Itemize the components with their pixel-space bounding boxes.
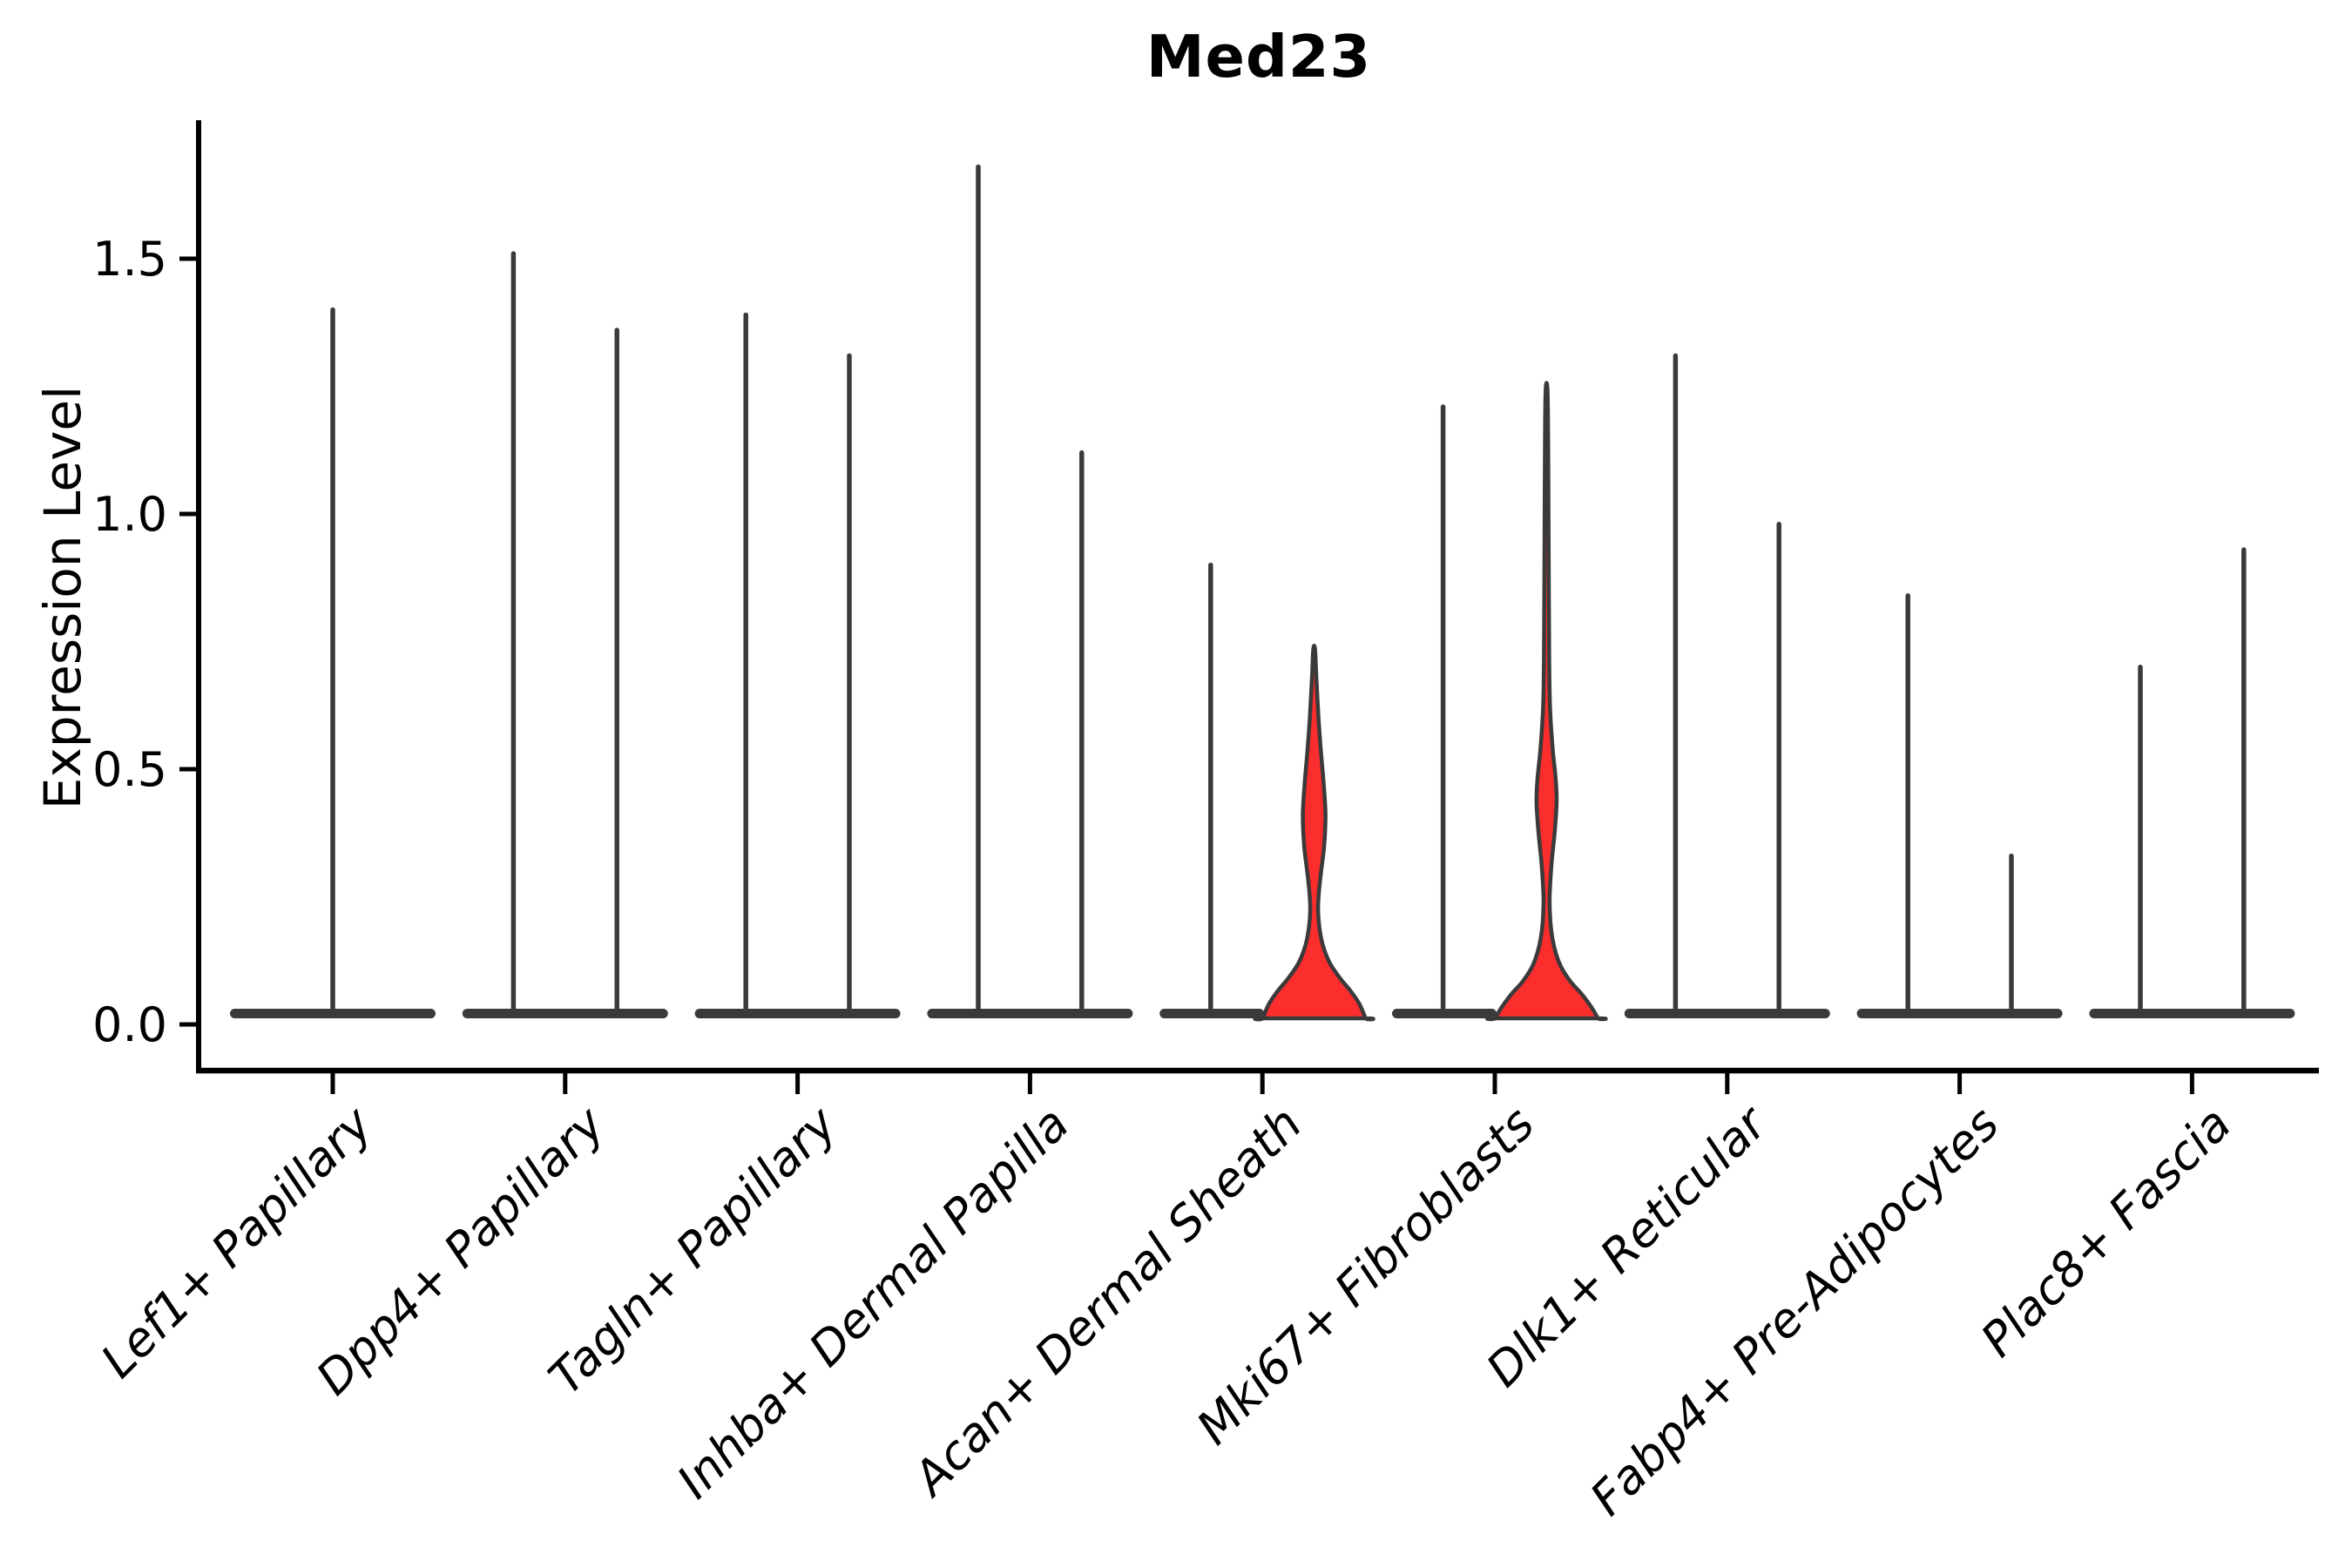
- y-tick-label: 1.0: [92, 487, 167, 542]
- y-tick-label: 1.5: [92, 232, 167, 287]
- y-tick-label: 0.0: [92, 997, 167, 1052]
- violin-base-1: [462, 1009, 668, 1018]
- violin-base-2: [694, 1009, 901, 1018]
- chart-title: Med23: [1146, 23, 1372, 91]
- violin-base-6: [1624, 1009, 1830, 1018]
- y-tick-label: 0.5: [92, 742, 167, 797]
- violin-base-7: [1856, 1009, 2063, 1018]
- violin-highlight-4: [1253, 644, 1375, 1022]
- violin-highlight-5: [1485, 381, 1608, 1022]
- violin-base-8: [2089, 1009, 2295, 1018]
- violin-base-3: [927, 1009, 1133, 1018]
- y-axis-label: Expression Level: [33, 385, 92, 810]
